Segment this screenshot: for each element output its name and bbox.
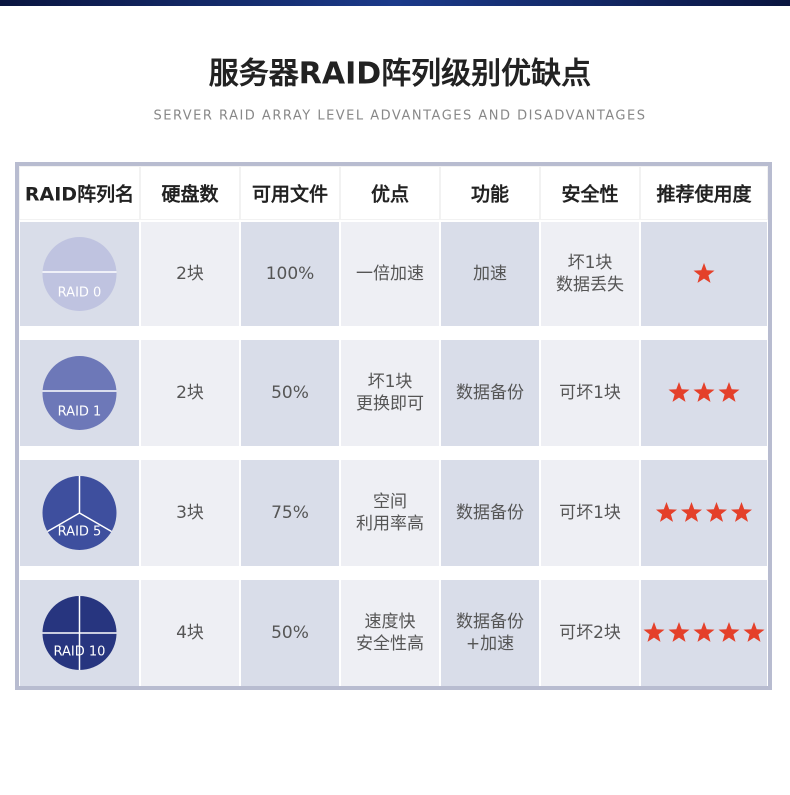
top-band: [0, 0, 790, 6]
cell-text: 坏1块: [368, 372, 413, 392]
cell-bg: [541, 460, 639, 566]
cell-text: 加速: [473, 264, 507, 284]
cell-text: 2块: [176, 383, 204, 403]
cell-text: 可坏2块: [559, 623, 621, 643]
raid-label: RAID 5: [58, 525, 102, 540]
cell-bg: [141, 580, 239, 686]
star: [656, 502, 677, 522]
cell-bg: [541, 340, 639, 446]
star: [643, 622, 665, 642]
star: [731, 502, 752, 522]
raid-divider: [47, 512, 80, 533]
subtitle: SERVER RAID ARRAY LEVEL ADVANTAGES AND D…: [154, 109, 647, 124]
cell-bg: [141, 222, 239, 326]
header-cell: [641, 167, 767, 219]
header-text: 优点: [371, 183, 409, 206]
header-text: 推荐使用度: [656, 183, 752, 206]
title: 服务器RAID阵列级别优缺点: [209, 57, 591, 92]
cell-bg: [341, 222, 439, 326]
cell-bg: [341, 460, 439, 566]
star: [718, 382, 740, 402]
star: [693, 382, 715, 402]
cell-bg: [441, 460, 539, 566]
header-text: 安全性: [561, 183, 618, 206]
cell-bg: [141, 460, 239, 566]
cell-text: 坏1块: [568, 253, 613, 273]
cell-bg: [441, 580, 539, 686]
header-cell: [20, 167, 139, 219]
cell-text: 50%: [271, 383, 309, 403]
header-text: 硬盘数: [161, 183, 219, 206]
star: [706, 502, 727, 522]
cell-bg: [441, 222, 539, 326]
header-text: 可用文件: [252, 183, 328, 206]
header-cell: [541, 167, 639, 219]
cell-text: 4块: [176, 623, 204, 643]
raid-label: RAID 1: [58, 405, 102, 420]
cell-bg: [241, 580, 339, 686]
star: [668, 622, 690, 642]
cell-text: 75%: [271, 503, 309, 523]
cell-bg: [541, 222, 639, 326]
cell-text: 数据备份: [456, 612, 524, 632]
header-text: RAID阵列名: [25, 183, 134, 206]
header-cell: [141, 167, 239, 219]
header-cell: [441, 167, 539, 219]
cell-text: 利用率高: [356, 514, 424, 534]
star: [681, 502, 702, 522]
cell-bg: [441, 340, 539, 446]
table: RAID阵列名 硬盘数 可用文件 优点 功能 安全性 推荐使用度 RAID 0 2块 100% 一倍…: [19, 166, 768, 686]
cell-text: 更换即可: [356, 394, 424, 414]
cell-text: 安全性高: [356, 634, 424, 654]
raid-icon: [42, 237, 117, 311]
cell-text: 可坏1块: [559, 383, 621, 403]
header-cell: [241, 167, 339, 219]
cell-text: 数据丢失: [556, 275, 624, 295]
star: [693, 622, 715, 642]
cell-text: 数据备份: [456, 503, 524, 523]
cell-text: 可坏1块: [559, 503, 621, 523]
cell-bg: [141, 340, 239, 446]
cell-text: 空间: [373, 492, 407, 512]
cell-bg: [241, 460, 339, 566]
cell-text: 3块: [176, 503, 204, 523]
star: [743, 622, 765, 642]
raid-label: RAID 10: [54, 645, 106, 660]
cell-text: 50%: [271, 623, 309, 643]
raid-divider: [79, 512, 112, 533]
cell-bg: [541, 580, 639, 686]
cell-text: 一倍加速: [356, 264, 424, 284]
raid-icon: [42, 356, 117, 430]
cell-text: 2块: [176, 264, 204, 284]
cell-text: +加速: [466, 634, 514, 654]
cell-text: 数据备份: [456, 383, 524, 403]
raid-label: RAID 0: [58, 286, 102, 301]
header-text: 功能: [471, 183, 509, 206]
cell-bg: [241, 222, 339, 326]
cell-bg: [341, 580, 439, 686]
cell-text: 100%: [266, 264, 315, 284]
cell-text: 速度快: [365, 612, 416, 632]
star: [693, 263, 715, 283]
star: [668, 382, 690, 402]
cell-bg: [641, 460, 767, 566]
cell-bg: [341, 340, 439, 446]
header-cell: [341, 167, 439, 219]
star: [718, 622, 740, 642]
cell-bg: [241, 340, 339, 446]
